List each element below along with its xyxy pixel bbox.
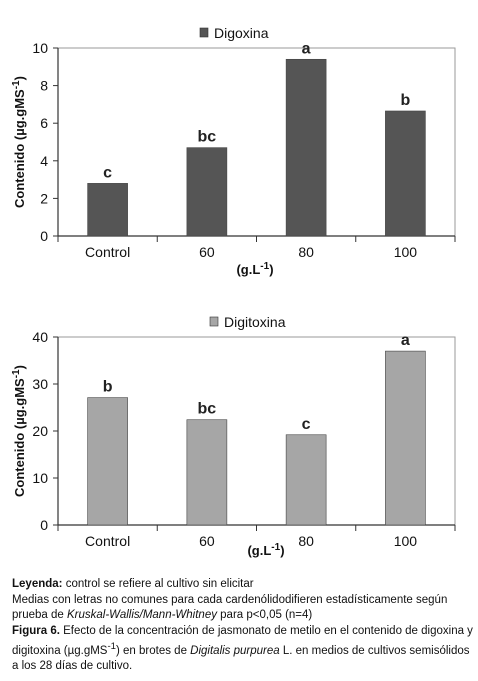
category-label: 100 bbox=[394, 533, 418, 549]
bar bbox=[285, 58, 327, 237]
category-label: 60 bbox=[199, 533, 215, 549]
leyenda-line: Leyenda: control se refiere al cultivo s… bbox=[12, 577, 474, 593]
y-tick-label: 0 bbox=[40, 228, 48, 244]
digoxina-chart: 0 2 4 6 8 10 c Control bc 60 a 80 b 100 Digoxina (g.L-1… bbox=[11, 25, 456, 277]
category-label: Control bbox=[85, 533, 130, 549]
category-label: 80 bbox=[298, 533, 314, 549]
figura-text-1: Efecto de la concentración de jasmonato … bbox=[12, 624, 473, 657]
significance-label: bc bbox=[198, 401, 217, 418]
figura-text-3: L. en medios de cultivos semisólidos a l… bbox=[12, 644, 470, 673]
y-axis-title: Contenido (µg.gMS-1) bbox=[11, 76, 27, 208]
y-tick-label: 0 bbox=[40, 517, 48, 533]
figure-caption: Leyenda: control se refiere al cultivo s… bbox=[12, 577, 474, 675]
legend-swatch bbox=[209, 316, 219, 327]
figura-sup: -1 bbox=[107, 641, 117, 652]
y-tick-label: 4 bbox=[40, 153, 48, 169]
y-tick-label: 8 bbox=[40, 78, 48, 94]
medias-test: Kruskal-Wallis/Mann-Whitney bbox=[67, 609, 217, 621]
leyenda-label: Leyenda: bbox=[12, 578, 63, 590]
y-tick-label: 10 bbox=[32, 40, 48, 56]
medias-text-1: Medias con letras no comunes para cada c… bbox=[12, 593, 448, 622]
y-tick-label: 30 bbox=[32, 376, 48, 392]
category-label: Control bbox=[85, 244, 130, 260]
legend-label: Digoxina bbox=[214, 25, 269, 41]
medias-line: Medias con letras no comunes para cada c… bbox=[12, 593, 474, 624]
significance-label: c bbox=[302, 416, 311, 433]
bar bbox=[385, 110, 426, 237]
bar bbox=[87, 397, 128, 526]
figura-text-2: ) en brotes de bbox=[116, 644, 191, 657]
bar bbox=[186, 147, 228, 237]
y-axis-title: Contenido (µg.gMS-1) bbox=[11, 365, 27, 497]
digitoxina-chart: 0 10 20 30 40 b Control bc 60 c 80 a 100 Digitoxina (g… bbox=[11, 314, 456, 558]
significance-label: c bbox=[103, 164, 112, 181]
y-tick-label: 6 bbox=[40, 115, 48, 131]
category-label: 100 bbox=[394, 244, 418, 260]
y-tick-label: 2 bbox=[40, 190, 48, 206]
medias-text-2: para p<0,05 (n=4) bbox=[216, 609, 313, 621]
x-axis-title: (g.L-1) bbox=[236, 261, 273, 277]
category-label: 80 bbox=[298, 244, 314, 260]
y-tick-label: 10 bbox=[32, 470, 48, 486]
bar bbox=[385, 350, 426, 526]
y-tick-label: 40 bbox=[32, 329, 48, 345]
bar bbox=[87, 183, 128, 237]
bar bbox=[285, 434, 327, 526]
significance-label: a bbox=[302, 40, 311, 57]
y-tick-label: 20 bbox=[32, 423, 48, 439]
category-label: 60 bbox=[199, 244, 215, 260]
figura-label: Figura 6. bbox=[12, 624, 60, 637]
bar bbox=[186, 419, 228, 526]
significance-label: bc bbox=[198, 129, 217, 146]
significance-label: a bbox=[401, 332, 410, 349]
legend-label: Digitoxina bbox=[224, 314, 286, 330]
legend-swatch bbox=[199, 27, 209, 38]
leyenda-text: control se refiere al cultivo sin elicit… bbox=[62, 578, 254, 590]
figura-line: Figura 6. Efecto de la concentración de … bbox=[12, 624, 474, 675]
significance-label: b bbox=[103, 379, 113, 396]
x-axis-title: (g.L-1) bbox=[247, 542, 284, 558]
significance-label: b bbox=[400, 92, 410, 109]
figura-species: Digitalis purpurea bbox=[190, 644, 280, 657]
